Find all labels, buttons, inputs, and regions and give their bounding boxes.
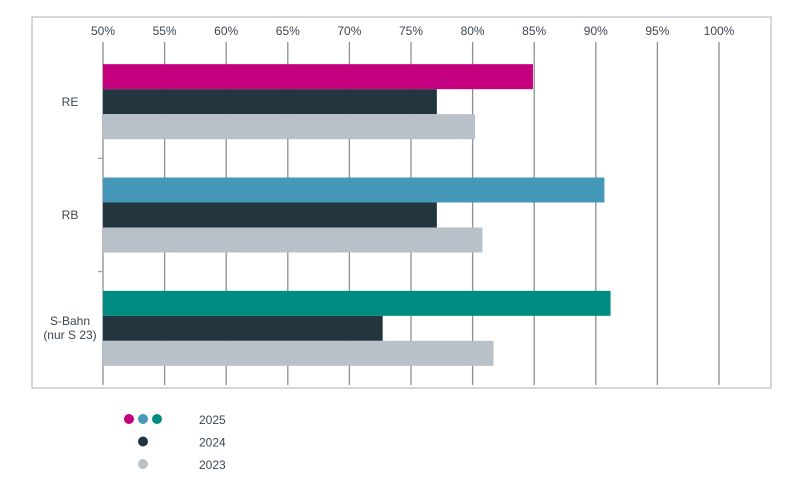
- bar: [103, 315, 383, 341]
- y-tick-label: RE: [61, 94, 79, 109]
- x-tick-label: 80%: [461, 24, 485, 38]
- legend-label: 2024: [199, 436, 226, 450]
- plot-frame: [31, 16, 772, 389]
- x-tick-label: 75%: [399, 24, 423, 38]
- x-tick-label: 50%: [91, 24, 115, 38]
- legend-marker: [152, 414, 162, 424]
- y-tick-label: RB: [61, 208, 79, 222]
- x-tick-label: 95%: [645, 24, 669, 38]
- bar: [103, 202, 437, 228]
- legend-label: 2023: [199, 458, 226, 472]
- bar: [103, 227, 483, 253]
- x-tick-label: 90%: [584, 24, 608, 38]
- bar: [103, 177, 605, 203]
- legend-marker: [138, 414, 148, 424]
- x-tick-label: 55%: [153, 24, 177, 38]
- x-tick-label: 85%: [522, 24, 546, 38]
- legend-label: 2025: [199, 413, 226, 427]
- x-tick-label: 70%: [337, 24, 361, 38]
- legend-marker: [138, 459, 148, 469]
- x-tick-label: 60%: [214, 24, 238, 38]
- bar: [103, 89, 437, 115]
- x-tick-label: 100%: [704, 24, 735, 38]
- legend-marker: [124, 414, 134, 424]
- bar: [103, 340, 494, 366]
- legend-marker: [138, 436, 148, 447]
- x-tick-label: 65%: [276, 24, 300, 38]
- bar: [103, 290, 611, 316]
- bar: [103, 114, 476, 140]
- bar: [103, 64, 533, 90]
- y-tick-label: S-Bahn (nur S 23): [43, 314, 97, 343]
